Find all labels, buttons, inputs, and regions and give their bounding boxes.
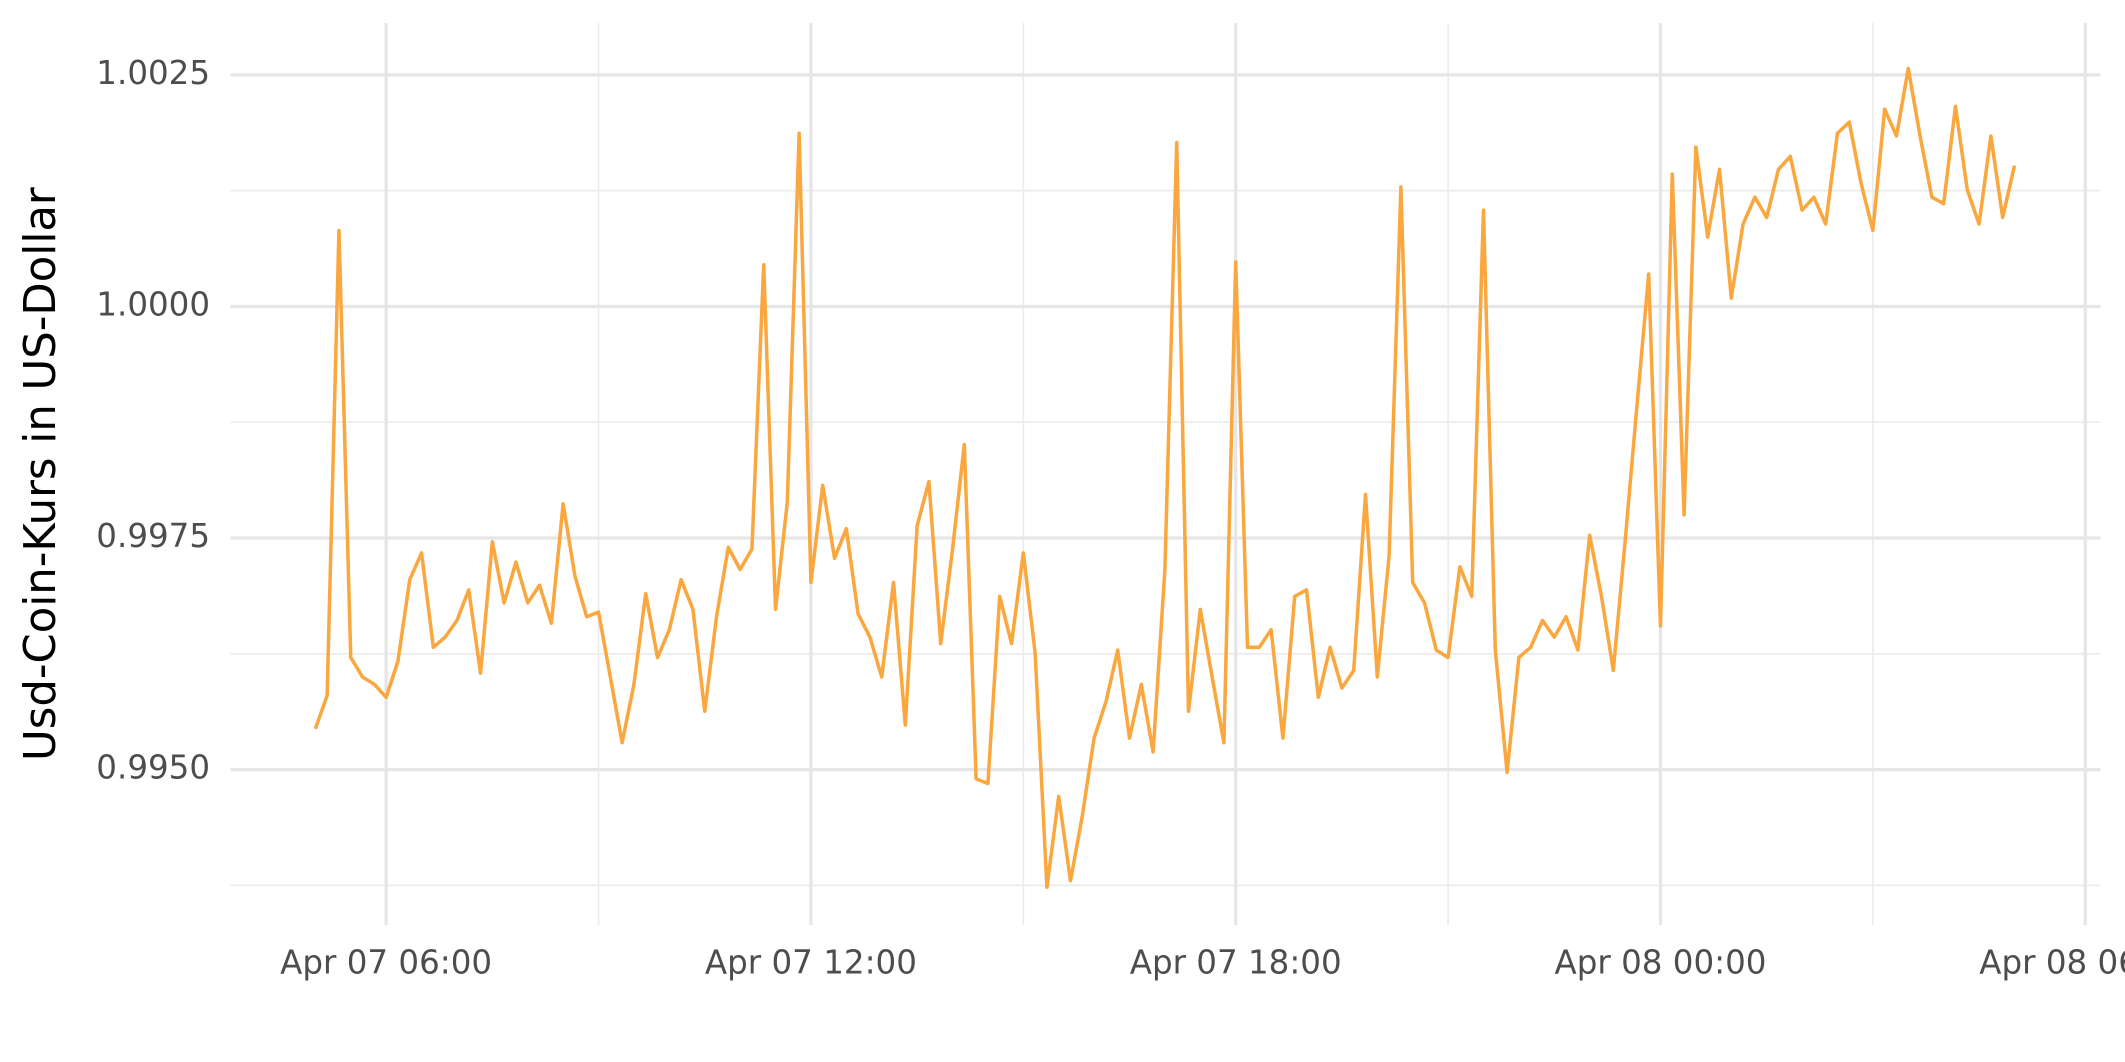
y-tick-label: 1.0025 bbox=[96, 54, 210, 92]
y-tick-label: 1.0000 bbox=[96, 285, 210, 323]
x-tick-label: Apr 07 18:00 bbox=[1130, 943, 1342, 981]
x-tick-label: Apr 07 06:00 bbox=[280, 943, 492, 981]
x-tick-label: Apr 08 00:00 bbox=[1555, 943, 1767, 981]
y-tick-label: 0.9975 bbox=[96, 517, 210, 555]
x-tick-label: Apr 07 12:00 bbox=[705, 943, 917, 981]
y-axis-title: Usd-Coin-Kurs in US-Dollar bbox=[16, 187, 66, 761]
price-line bbox=[313, 66, 2017, 889]
y-tick-label: 0.9950 bbox=[96, 749, 210, 787]
x-tick-label: Apr 08 06:00 bbox=[1979, 943, 2125, 981]
